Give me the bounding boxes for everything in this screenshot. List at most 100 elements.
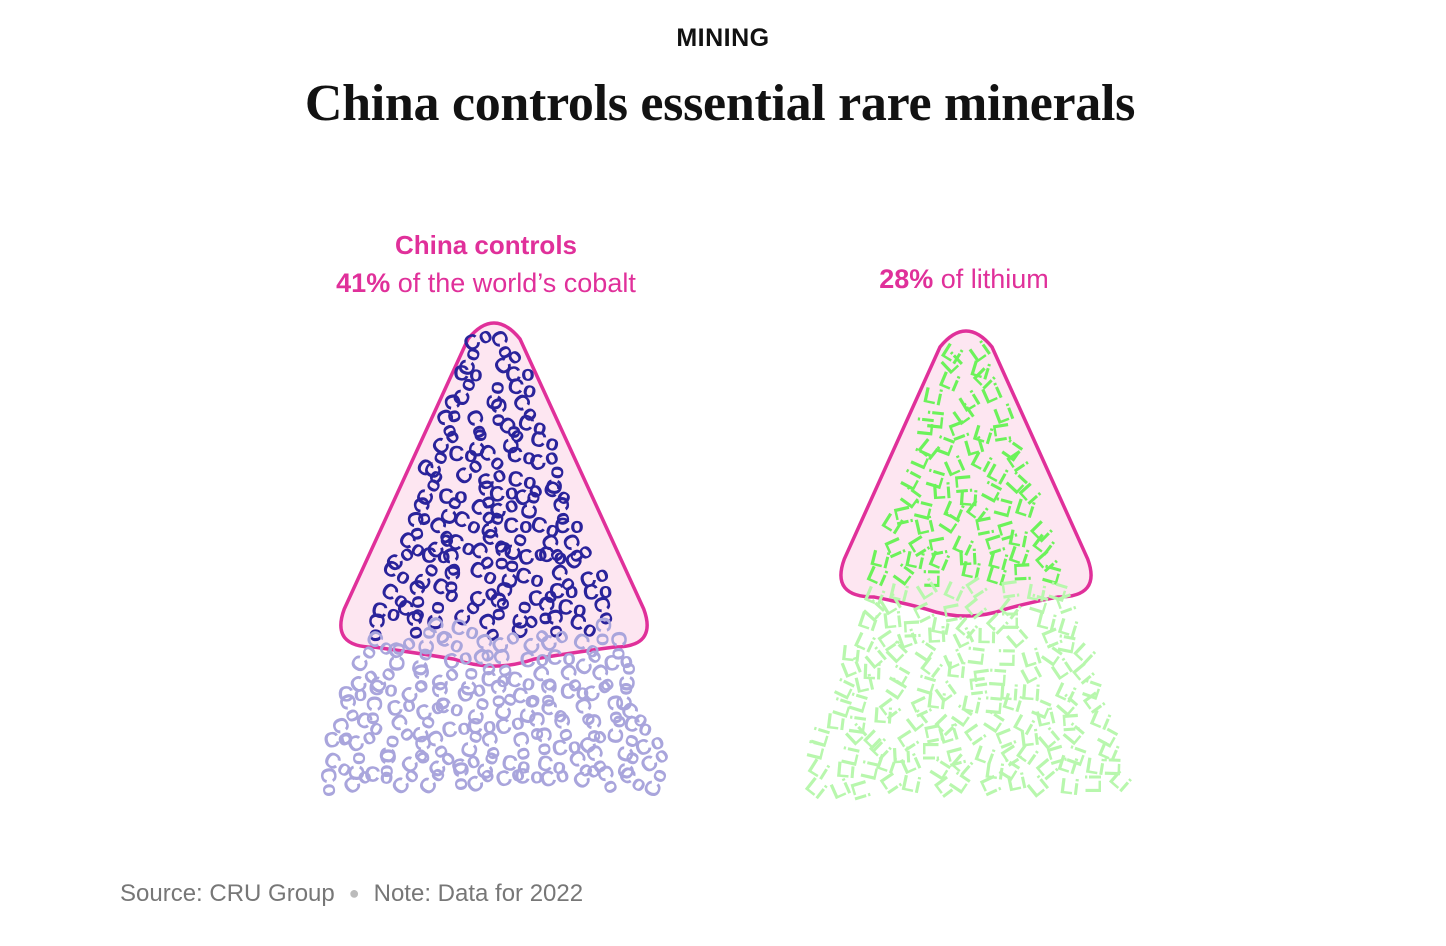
cobalt-label-heading: China controls (395, 230, 577, 260)
cobalt-china-symbol: Co (506, 598, 536, 632)
cobalt-rest-symbol: Co (499, 749, 533, 779)
lithium-china-symbol: Li (950, 473, 977, 495)
lithium-rest-symbol: Li (938, 601, 966, 625)
lithium-rest-symbol: Li (825, 708, 847, 735)
lithium-rest-symbol: Li (996, 578, 1023, 601)
lithium-china-symbol: Li (922, 409, 949, 431)
lithium-rest-symbol: Li (840, 640, 862, 667)
lithium-china-symbol: Li (958, 485, 979, 511)
lithium-rest-symbol: Li (918, 742, 943, 762)
cobalt-rest-symbol: Co (384, 642, 410, 672)
cobalt-rest-symbol: Co (530, 725, 559, 758)
lithium-rest-symbol: Li (981, 694, 1008, 716)
lithium-rest-symbol: Li (998, 679, 1019, 705)
cobalt-label-line: 41% of the world’s cobalt (336, 268, 636, 298)
cobalt-china-symbol: Co (536, 541, 569, 571)
lithium-china-symbol: Li (988, 421, 1016, 444)
cobalt-rest-symbol: Co (362, 695, 388, 725)
lithium-rest-symbol: Li (926, 622, 947, 648)
lithium-china-symbol: Li (1006, 524, 1030, 552)
lithium-china-symbol: Li (912, 415, 939, 437)
cobalt-rest-symbol: Co (408, 662, 437, 695)
lithium-rest-symbol: Li (968, 667, 995, 690)
cobalt-rest-symbol: Co (519, 645, 550, 672)
lithium-rest-symbol: Li (899, 619, 925, 640)
cobalt-china-symbol: Co (439, 564, 466, 595)
cobalt-china-symbol: Co (364, 612, 390, 642)
cobalt-china-symbol: Co (582, 577, 614, 605)
lithium-rest-symbol: Li (1019, 725, 1041, 752)
cobalt-share-text: of the world’s cobalt (390, 268, 636, 298)
cobalt-china-symbol: Co (505, 441, 538, 470)
cobalt-rest-symbol: Co (602, 713, 631, 746)
cobalt-rest-symbol: Co (514, 693, 543, 726)
cobalt-china-symbol: Co (554, 513, 584, 539)
cobalt-china-symbol: Co (549, 578, 579, 604)
lithium-rest-symbol: Li (929, 612, 953, 640)
cobalt-china-symbol: Co (541, 464, 569, 496)
chart-title: China controls essential rare minerals (304, 75, 1136, 132)
cobalt-rest-symbol: Co (606, 630, 633, 661)
lithium-rest-symbol: Li (963, 645, 990, 667)
cobalt-china-symbol: Co (438, 483, 469, 510)
lithium-rest-symbol: Li (945, 656, 967, 683)
lithium-rest-symbol: Li (899, 770, 923, 799)
cobalt-china-symbol: Co (515, 488, 545, 522)
cobalt-china-symbol: Co (506, 465, 539, 494)
separator-dot: ● (348, 883, 360, 903)
lithium-rest-symbol: Li (835, 757, 857, 784)
cobalt-rest-symbol: Co (321, 723, 355, 754)
lithium-rest-symbol: Li (1100, 757, 1126, 777)
cobalt-rest-symbol: Co (611, 682, 637, 712)
cobalt-china-symbol: Co (526, 582, 560, 613)
cobalt-china-symbol: Co (485, 396, 513, 428)
source-note: Source: CRU Group (120, 880, 335, 907)
cobalt-rest-symbol: Co (550, 732, 583, 761)
cobalt-china-symbol: Co (490, 541, 516, 571)
cobalt-rest-symbol: Co (523, 710, 552, 743)
cobalt-rest-symbol: Co (447, 760, 476, 793)
lithium-rest-symbol: Li (985, 667, 1011, 688)
lithium-china-symbol: Li (970, 514, 998, 538)
cobalt-rest-symbol: Co (535, 750, 569, 780)
lithium-rest-symbol: Li (844, 713, 871, 736)
lithium-rest-symbol: Li (983, 757, 1006, 784)
lithium-china-share-outline (839, 329, 1093, 618)
chart-footer: Source: CRU Group ● Note: Data for 2022 (120, 880, 583, 908)
lithium-rest-symbol: Li (862, 659, 882, 685)
data-note: Note: Data for 2022 (373, 880, 584, 907)
cobalt-rest-symbol: Co (367, 674, 399, 702)
cobalt-china-symbol: Co (503, 513, 532, 538)
lithium-rest-symbol: Li (1081, 774, 1106, 794)
cobalt-rest-symbol: Co (602, 647, 635, 677)
cobalt-china-symbol: Co (369, 596, 403, 627)
cobalt-rest-symbol: Co (485, 677, 513, 709)
cobalt-china-symbol: Co (463, 427, 492, 460)
lithium-rest-symbol: Li (891, 742, 912, 768)
lithium-rest-symbol: Li (1024, 579, 1048, 607)
cobalt-rest-symbol: Co (409, 733, 438, 766)
lithium-china-symbol: Li (931, 478, 952, 504)
cobalt-rest-symbol: Co (337, 681, 367, 707)
cobalt-rest-symbol: Co (315, 766, 344, 799)
cobalt-rest-symbol: Co (456, 666, 483, 697)
lithium-china-symbol: Li (958, 545, 979, 571)
lithium-rest-symbol: Li (882, 607, 904, 634)
cobalt-china-symbol: Co (498, 424, 526, 456)
lithium-share-value: 28% (879, 264, 933, 294)
cobalt-rest-symbol: Co (480, 666, 511, 693)
cobalt-china-symbol: Co (422, 600, 449, 631)
lithium-rest-symbol: Li (925, 687, 947, 714)
lithium-share-text: of lithium (933, 264, 1049, 294)
lithium-rest-symbol: Li (998, 611, 1023, 631)
cobalt-china-symbol: Co (404, 577, 434, 610)
lithium-china-symbol: Li (1009, 561, 1035, 582)
lithium-rest-symbol: Li (1058, 712, 1084, 733)
cobalt-china-symbol: Co (448, 441, 479, 468)
cobalt-china-symbol: Co (556, 594, 589, 623)
cobalt-china-symbol: Co (504, 360, 535, 387)
cobalt-china-symbol: Co (487, 479, 520, 508)
lithium-rest-symbol: Li (1058, 773, 1080, 800)
